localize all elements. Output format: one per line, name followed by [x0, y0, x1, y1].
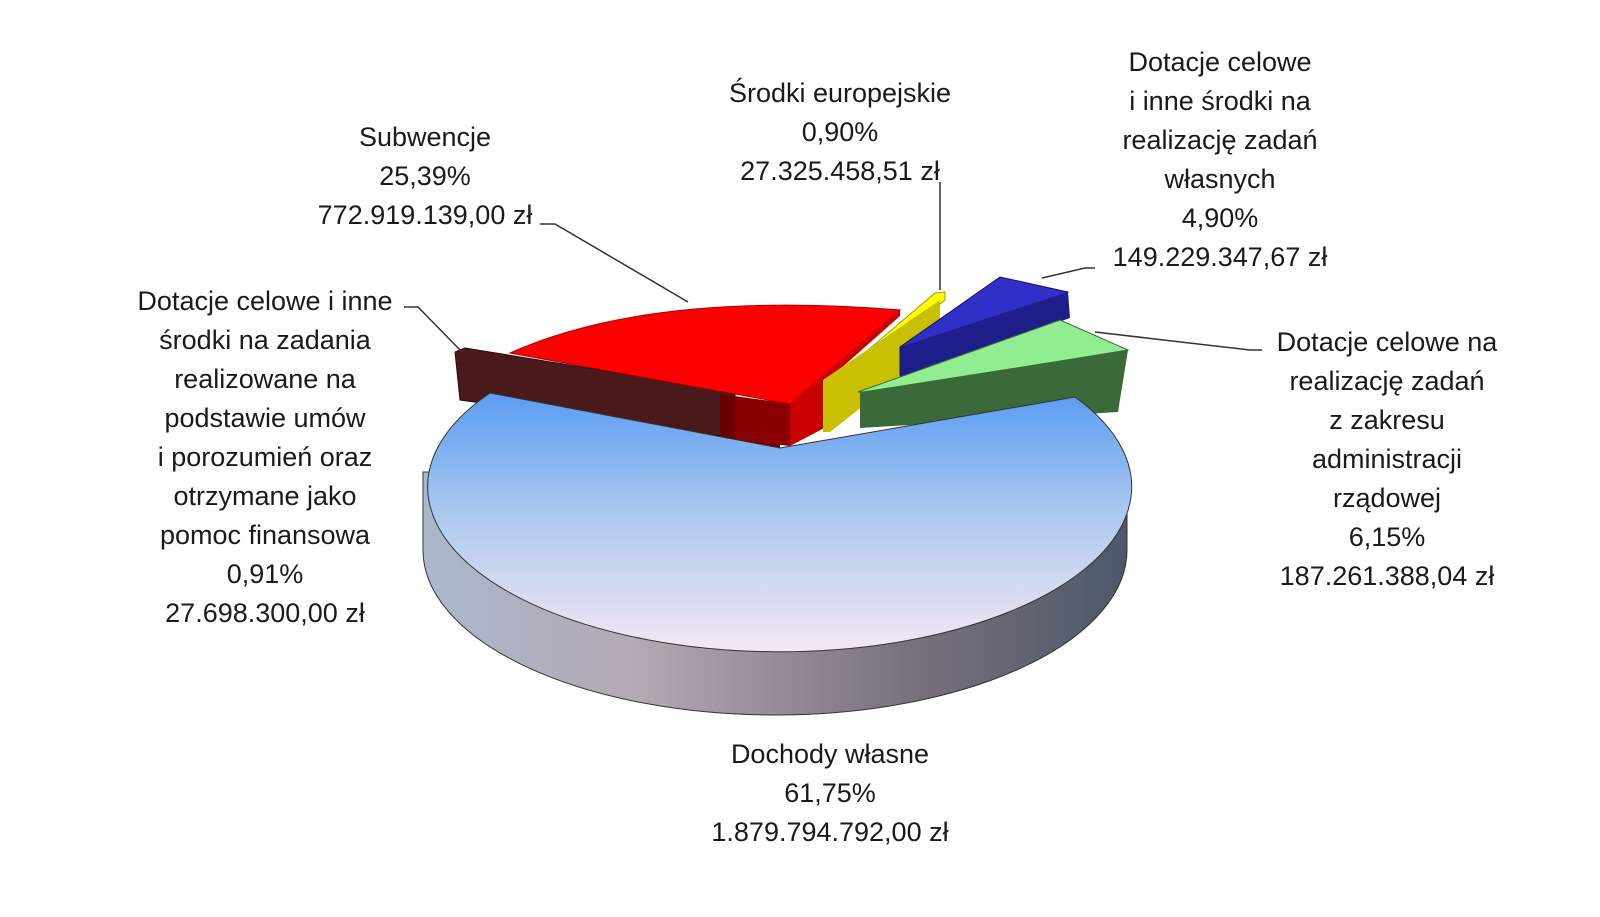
- slice-europejskie: [823, 291, 946, 432]
- slice-subwencje: [508, 304, 902, 446]
- slice-wlasne: [899, 276, 1070, 378]
- label-umowy: Dotacje celowe i inne środki na zadania …: [137, 286, 393, 628]
- label-europejskie: Środki europejskie 0,90% 27.325.458,51 z…: [728, 78, 952, 186]
- label-subwencje: Subwencje 25,39% 772.919.139,00 zł: [317, 122, 533, 230]
- label-wlasne: Dotacje celowe i inne środki na realizac…: [1112, 47, 1328, 272]
- label-dochody: Dochody własne 61,75% 1.879.794.792,00 z…: [711, 739, 949, 847]
- slice-dochody: [422, 392, 1133, 716]
- label-rzadowe: Dotacje celowe na realizację zadań z zak…: [1276, 327, 1498, 591]
- leader-lines: [404, 182, 1262, 353]
